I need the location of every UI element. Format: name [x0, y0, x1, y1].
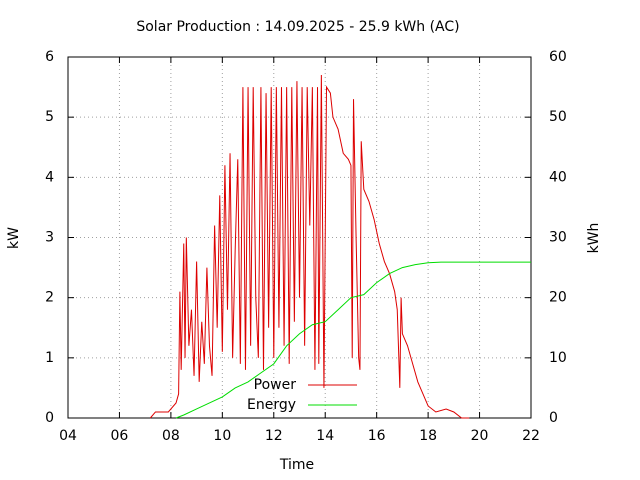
- y-tick-label: 3: [45, 230, 54, 246]
- y2-tick-label: 10: [549, 350, 567, 366]
- y2-tick-label: 50: [549, 109, 567, 125]
- x-tick-label: 04: [59, 428, 77, 444]
- plot-frame: [67, 56, 532, 419]
- x-tick-label: 06: [111, 428, 129, 444]
- series-line: [175, 261, 531, 419]
- x-tick-label: 18: [419, 428, 437, 444]
- legend-label: Energy: [247, 397, 296, 413]
- x-tick-label: 22: [522, 428, 540, 444]
- x-tick-label: 14: [316, 428, 334, 444]
- y2-tick-label: 0: [549, 410, 558, 426]
- series-line: [149, 75, 470, 419]
- chart-title: Solar Production : 14.09.2025 - 25.9 kWh…: [136, 19, 459, 35]
- legend-label: Power: [254, 377, 297, 393]
- x-tick-label: 16: [368, 428, 386, 444]
- y-tick-label: 6: [45, 49, 54, 65]
- y-tick-label: 5: [45, 109, 54, 125]
- y2-tick-label: 60: [549, 49, 567, 65]
- y-tick-label: 4: [45, 169, 54, 185]
- y-tick-label: 1: [45, 350, 54, 366]
- x-tick-label: 12: [265, 428, 283, 444]
- y2-axis-label: kWh: [586, 223, 602, 254]
- x-tick-label: 20: [471, 428, 489, 444]
- y2-tick-label: 20: [549, 290, 567, 306]
- y2-tick-label: 30: [549, 230, 567, 246]
- y-tick-label: 2: [45, 290, 54, 306]
- y2-tick-label: 40: [549, 169, 567, 185]
- y-tick-label: 0: [45, 410, 54, 426]
- x-tick-label: 08: [162, 428, 180, 444]
- x-axis-label: Time: [279, 457, 314, 473]
- y-axis-label: kW: [6, 227, 22, 249]
- x-tick-label: 10: [213, 428, 231, 444]
